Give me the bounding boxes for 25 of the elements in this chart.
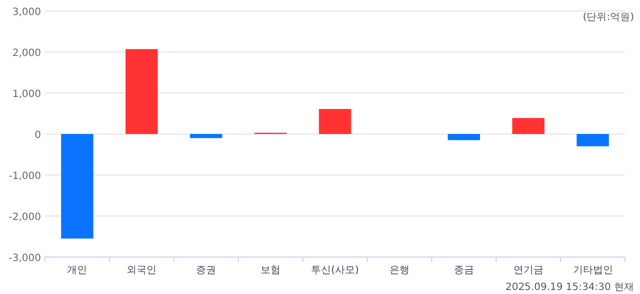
bar: [318, 108, 352, 134]
x-tick-label: 투신(사모): [311, 265, 359, 276]
y-tick-label: 1,000: [12, 89, 41, 100]
x-tick-label: 연기금: [513, 265, 544, 276]
y-tick-label: -2,000: [8, 212, 41, 223]
x-tick-label: 증권: [196, 265, 216, 276]
y-tick-label: 0: [34, 130, 41, 141]
text: 2025.09.19 15:34:30 현재: [505, 282, 634, 293]
annotation: (단위:억원): [582, 12, 634, 23]
x-tick-label: 은행: [389, 265, 410, 276]
y-tick-label: -1,000: [8, 171, 41, 182]
y-tick-label: -3,000: [8, 253, 41, 264]
y-tick-label: 2,000: [12, 48, 41, 59]
x-tick-label: 보험: [260, 265, 281, 276]
bar: [190, 134, 222, 138]
x-tick-label: 기타법인: [572, 265, 613, 276]
bar: [61, 134, 94, 239]
bar: [126, 49, 158, 134]
bar: [448, 134, 480, 140]
bar: [512, 118, 544, 134]
x-tick-label: 종금: [454, 265, 474, 276]
x-tick-label: 외국인: [126, 265, 157, 276]
x-tick-label: 개인: [67, 265, 88, 276]
bar: [576, 134, 609, 146]
y-tick-label: 3,000: [12, 7, 41, 18]
